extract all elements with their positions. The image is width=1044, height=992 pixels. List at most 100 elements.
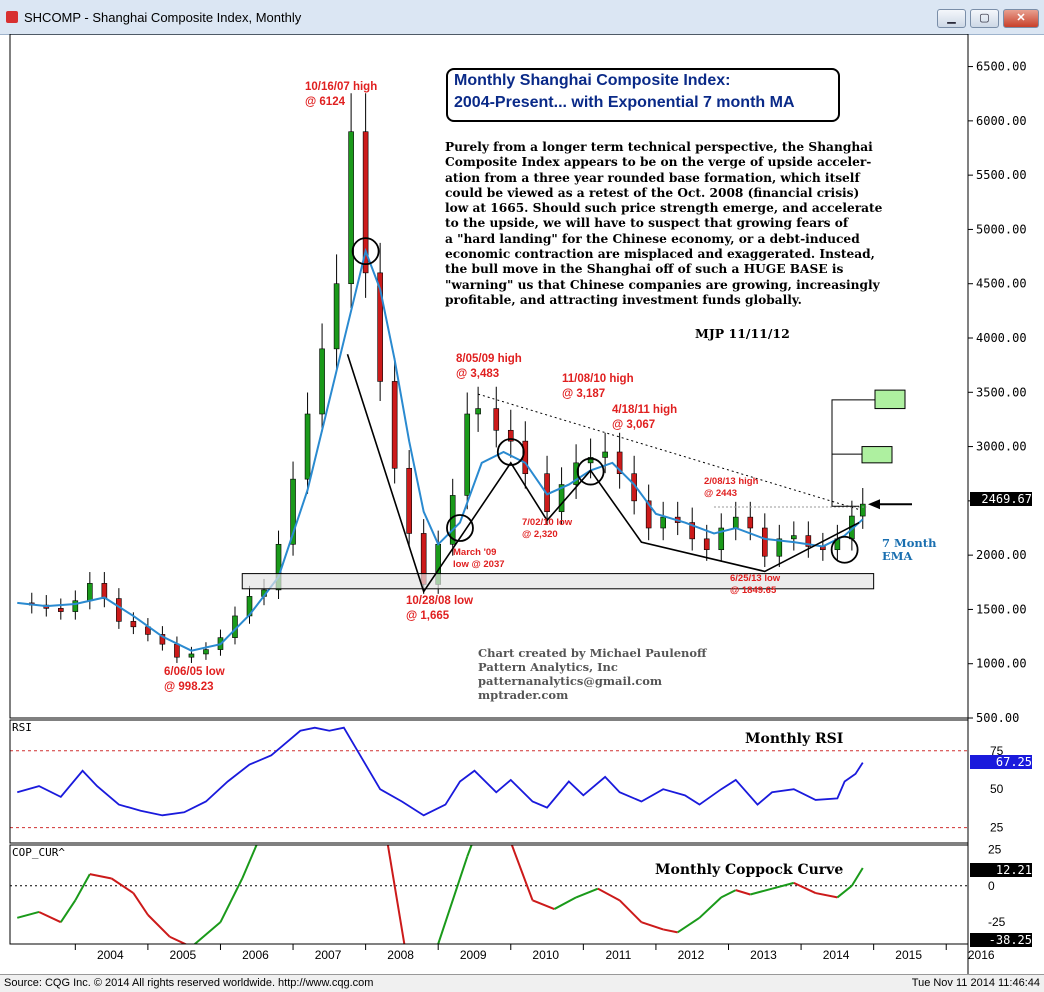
coppock-tick-label: -25 (988, 915, 1006, 929)
candle-body (776, 538, 783, 557)
candle-body (761, 527, 768, 557)
candle-body (348, 131, 354, 285)
credit-line: Chart created by Michael Paulenoff (478, 646, 707, 660)
price-tick-label: 5500.00 (976, 168, 1027, 182)
candle-body (304, 413, 311, 480)
candle-body (188, 653, 195, 658)
chart-canvas: 25 50 75 -25 0 25 500.00 1000.00 1500.00 2000.0… (9, 34, 1027, 974)
candle-body (391, 381, 398, 469)
coppock-tick-label: 25 (988, 842, 1002, 856)
coppock-segment (750, 887, 773, 896)
price-tick-label: 6500.00 (976, 60, 1027, 74)
chart-title-box: Monthly Shanghai Composite Index: 2004-P… (446, 68, 840, 122)
coppock-segment (74, 873, 91, 901)
app-icon (6, 11, 18, 23)
signature: MJP 11/11/12 (695, 326, 790, 341)
close-button[interactable]: ✕ (1003, 9, 1039, 28)
credit-line: Pattern Analytics, Inc (478, 660, 618, 674)
rsi-panel: 25 50 75 (10, 726, 1004, 835)
price-tick-label: 2000.00 (976, 548, 1027, 562)
last-price-box: 2469.67 (970, 492, 1032, 506)
coppock-segment (641, 921, 664, 931)
year-tick-label: 2010 (532, 948, 559, 962)
candle-body (703, 538, 710, 551)
crossover-circle (830, 535, 859, 564)
last-rsi-box: 67.25 (970, 755, 1032, 769)
annotation-low-2013: 6/25/13 low @ 1849.65 (730, 573, 781, 596)
year-tick-label: 2004 (97, 948, 124, 962)
annotation-low-2005: 6/06/05 low @ 998.23 (164, 666, 225, 693)
year-tick-label: 2015 (895, 948, 922, 962)
price-tick-label: 3500.00 (976, 385, 1027, 399)
candle-body (87, 583, 93, 602)
year-tick-label: 2012 (678, 948, 705, 962)
coppock-segment (677, 916, 701, 934)
coppock-segment (132, 892, 149, 916)
coppock-min-box: -38.25 (970, 933, 1032, 947)
window-title: SHCOMP - Shanghai Composite Index, Month… (24, 10, 302, 25)
annotation-high-2010: 11/08/10 high @ 3,187 (562, 373, 634, 400)
coppock-segment (720, 889, 737, 899)
coppock-segment (735, 889, 751, 896)
crossover-circle (351, 237, 380, 266)
rsi-tick-label: 25 (990, 821, 1004, 835)
candle-body (602, 451, 608, 458)
maximize-button[interactable]: ▢ (970, 9, 999, 28)
year-tick-label: 2006 (242, 948, 269, 962)
source-text: Source: CQG Inc. © 2014 All rights reser… (4, 977, 374, 989)
price-tick-label: 6000.00 (976, 114, 1027, 128)
target-connector (831, 399, 875, 507)
coppock-segment (386, 845, 406, 944)
down-trendline (477, 393, 860, 511)
price-panel (17, 93, 912, 663)
year-tick-label: 2011 (605, 948, 631, 962)
annotation-high-2011: 4/18/11 high @ 3,067 (612, 404, 678, 431)
target-box (874, 389, 906, 410)
candle-body (732, 516, 739, 529)
candle-body (475, 408, 481, 415)
annotation-high-2007: 10/16/07 high @ 6124 (305, 81, 378, 108)
coppock-segment (111, 877, 134, 894)
chart-title-line1: Monthly Shanghai Composite Index: (454, 72, 731, 89)
candle-body (660, 516, 666, 529)
annotation-low-2009: March '09 low @ 2037 (453, 547, 505, 570)
annotation-high-2009: 8/05/09 high @ 3,483 (456, 353, 522, 380)
coppock-panel-title: Monthly Coppock Curve (655, 862, 844, 878)
minimize-button[interactable]: ▁ (937, 9, 966, 28)
chart-title-line2: 2004-Present... with Exponential 7 month… (454, 94, 795, 111)
coppock-segment (366, 755, 388, 842)
candle-body (377, 272, 383, 382)
coppock-segment (264, 769, 293, 827)
candle-body (174, 643, 180, 658)
coppock-segment (489, 798, 511, 842)
timestamp-text: Tue Nov 11 2014 11:46:44 (911, 977, 1040, 989)
candle-body (203, 649, 209, 655)
coppock-segment (437, 856, 469, 944)
coppock-segment (16, 911, 40, 919)
last-coppock-box: 12.21 (970, 863, 1032, 877)
year-tick-label: 2009 (460, 948, 487, 962)
coppock-segment (851, 867, 864, 887)
coppock-segment (532, 899, 555, 910)
year-tick-label: 2016 (968, 948, 995, 962)
rsi-tick-label: 50 (990, 782, 1004, 796)
coppock-segment (836, 884, 853, 899)
base-zone (241, 573, 875, 590)
coppock-segment (618, 899, 643, 923)
crossover-circle (576, 457, 605, 486)
coppock-tick-label: 0 (988, 879, 995, 893)
window-titlebar: SHCOMP - Shanghai Composite Index, Month… (0, 0, 1044, 35)
year-tick-label: 2013 (750, 948, 777, 962)
candle-body (130, 621, 137, 628)
candle-body (319, 348, 325, 415)
candle-body (747, 516, 754, 529)
price-tick-label: 4500.00 (976, 277, 1027, 291)
coppock-segment (793, 881, 817, 894)
candle-body (689, 522, 696, 540)
price-arrowhead (868, 499, 880, 510)
candle-body (859, 503, 866, 517)
target-box (861, 446, 893, 464)
coppock-segment (815, 892, 838, 899)
candle-body (116, 598, 122, 622)
candle-body (587, 457, 594, 464)
